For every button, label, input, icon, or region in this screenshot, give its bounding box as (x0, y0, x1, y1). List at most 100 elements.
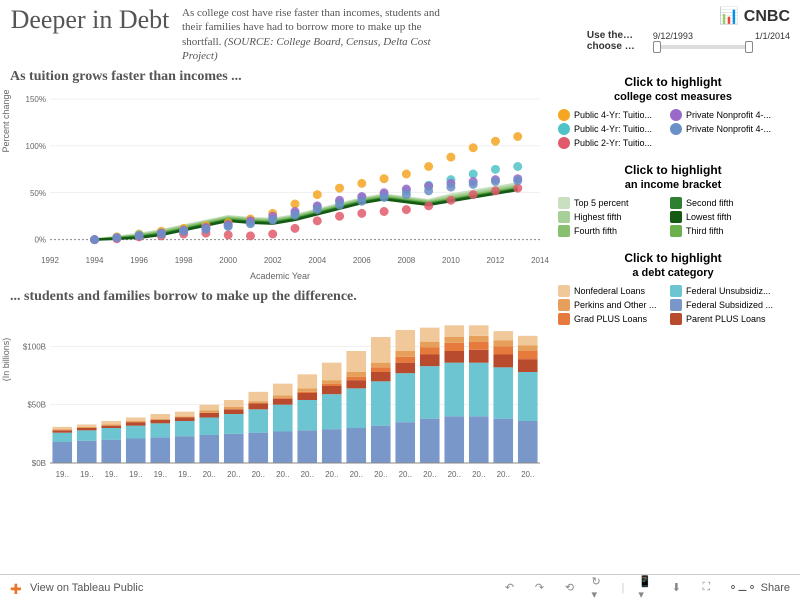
svg-text:20..: 20.. (448, 470, 461, 479)
legend-item[interactable]: Top 5 percent (558, 197, 662, 209)
legend-income-subtitle: an income bracket (558, 179, 788, 191)
svg-text:19..: 19.. (105, 470, 118, 479)
legend-label: Public 4-Yr: Tuitio... (574, 110, 652, 120)
chart2-title: ... students and families borrow to make… (10, 289, 550, 305)
legend-swatch (558, 137, 570, 149)
legend-item[interactable]: Second fifth (670, 197, 774, 209)
svg-text:20..: 20.. (497, 470, 510, 479)
legend-sidebar: Click to highlight college cost measures… (558, 65, 788, 574)
share-text: Share (761, 582, 790, 594)
legend-swatch (670, 197, 682, 209)
revert-icon[interactable]: ⟲ (561, 580, 577, 596)
share-icon: ⚬⚊⚬ (728, 581, 756, 594)
legend-label: Fourth fifth (574, 226, 617, 236)
legend-swatch (558, 211, 570, 223)
svg-text:19..: 19.. (178, 470, 191, 479)
svg-text:20..: 20.. (521, 470, 534, 479)
svg-text:20..: 20.. (423, 470, 436, 479)
svg-text:20..: 20.. (472, 470, 485, 479)
legend-income-title: Click to highlight (558, 163, 788, 177)
svg-text:0%: 0% (34, 236, 46, 245)
redo-icon[interactable]: ↷ (531, 580, 547, 596)
legend-swatch (670, 109, 682, 121)
legend-item[interactable]: Grad PLUS Loans (558, 313, 662, 325)
svg-text:2010: 2010 (442, 256, 460, 265)
svg-text:1992: 1992 (41, 256, 59, 265)
svg-text:100%: 100% (26, 142, 46, 151)
legend-debt-subtitle: a debt category (558, 267, 788, 279)
svg-text:20..: 20.. (252, 470, 265, 479)
svg-text:2006: 2006 (353, 256, 371, 265)
legend-item[interactable]: Highest fifth (558, 211, 662, 223)
legend-item[interactable]: Federal Unsubsidiz... (670, 285, 774, 297)
svg-text:20..: 20.. (399, 470, 412, 479)
legend-swatch (670, 123, 682, 135)
svg-text:19..: 19.. (129, 470, 142, 479)
legend-swatch (670, 211, 682, 223)
fullscreen-icon[interactable]: ⛶ (698, 580, 714, 596)
legend-item[interactable]: Public 2-Yr: Tuitio... (558, 137, 662, 149)
date-slider[interactable] (653, 45, 753, 49)
svg-text:20..: 20.. (325, 470, 338, 479)
svg-text:1994: 1994 (86, 256, 104, 265)
legend-label: Lowest fifth (686, 212, 732, 222)
view-tableau-link[interactable]: View on Tableau Public (10, 581, 143, 595)
date-start: 9/12/1993 (653, 31, 693, 41)
legend-swatch (558, 225, 570, 237)
svg-text:20..: 20.. (276, 470, 289, 479)
legend-cost-title: Click to highlight (558, 75, 788, 89)
legend-item[interactable]: Fourth fifth (558, 225, 662, 237)
legend-income: Click to highlight an income bracket Top… (558, 163, 788, 237)
legend-item[interactable]: Public 4-Yr: Tuitio... (558, 109, 662, 121)
svg-text:2014: 2014 (531, 256, 549, 265)
svg-text:20..: 20.. (203, 470, 216, 479)
legend-label: Federal Subsidized ... (686, 300, 773, 310)
svg-text:19..: 19.. (80, 470, 93, 479)
main-title: Deeper in Debt (10, 6, 170, 35)
undo-icon[interactable]: ↶ (501, 580, 517, 596)
svg-text:19..: 19.. (56, 470, 69, 479)
svg-text:20..: 20.. (301, 470, 314, 479)
legend-item[interactable]: Nonfederal Loans (558, 285, 662, 297)
legend-swatch (670, 299, 682, 311)
legend-item[interactable]: Perkins and Other ... (558, 299, 662, 311)
legend-debt-title: Click to highlight (558, 251, 788, 265)
view-tableau-text: View on Tableau Public (30, 582, 143, 594)
download-icon[interactable]: ⬇ (668, 580, 684, 596)
legend-item[interactable]: Private Nonprofit 4-... (670, 123, 774, 135)
legend-swatch (558, 313, 570, 325)
header: Deeper in Debt As college cost have rise… (0, 0, 800, 65)
svg-text:19..: 19.. (154, 470, 167, 479)
legend-label: Highest fifth (574, 212, 622, 222)
device-icon[interactable]: 📱▾ (638, 580, 654, 596)
legend-label: Public 4-Yr: Tuitio... (574, 124, 652, 134)
legend-label: Perkins and Other ... (574, 300, 657, 310)
svg-text:20..: 20.. (374, 470, 387, 479)
legend-item[interactable]: Lowest fifth (670, 211, 774, 223)
svg-text:1996: 1996 (130, 256, 148, 265)
legend-item[interactable]: Parent PLUS Loans (670, 313, 774, 325)
footer: View on Tableau Public ↶ ↷ ⟲ ↻ ▾ | 📱▾ ⬇ … (0, 574, 800, 600)
legend-item[interactable]: Federal Subsidized ... (670, 299, 774, 311)
legend-label: Federal Unsubsidiz... (686, 286, 771, 296)
chart1-title: As tuition grows faster than incomes ... (10, 69, 550, 85)
share-button[interactable]: ⚬⚊⚬ Share (728, 581, 790, 594)
legend-swatch (558, 197, 570, 209)
cnbc-logo: 📊 CNBC (670, 6, 790, 26)
tableau-logo-icon (10, 581, 24, 595)
legend-cost: Click to highlight college cost measures… (558, 75, 788, 149)
legend-cost-subtitle: college cost measures (558, 91, 788, 103)
svg-text:2012: 2012 (487, 256, 505, 265)
legend-item[interactable]: Private Nonprofit 4-... (670, 109, 774, 121)
legend-item[interactable]: Public 4-Yr: Tuitio... (558, 123, 662, 135)
legend-label: Third fifth (686, 226, 724, 236)
svg-text:$0B: $0B (32, 459, 46, 468)
legend-swatch (558, 123, 570, 135)
svg-text:$50B: $50B (27, 401, 46, 410)
legend-label: Grad PLUS Loans (574, 314, 647, 324)
legend-label: Top 5 percent (574, 198, 629, 208)
legend-swatch (670, 313, 682, 325)
legend-item[interactable]: Third fifth (670, 225, 774, 237)
refresh-icon[interactable]: ↻ ▾ (591, 580, 607, 596)
chart2-ylabel: (In billions) (1, 338, 11, 382)
